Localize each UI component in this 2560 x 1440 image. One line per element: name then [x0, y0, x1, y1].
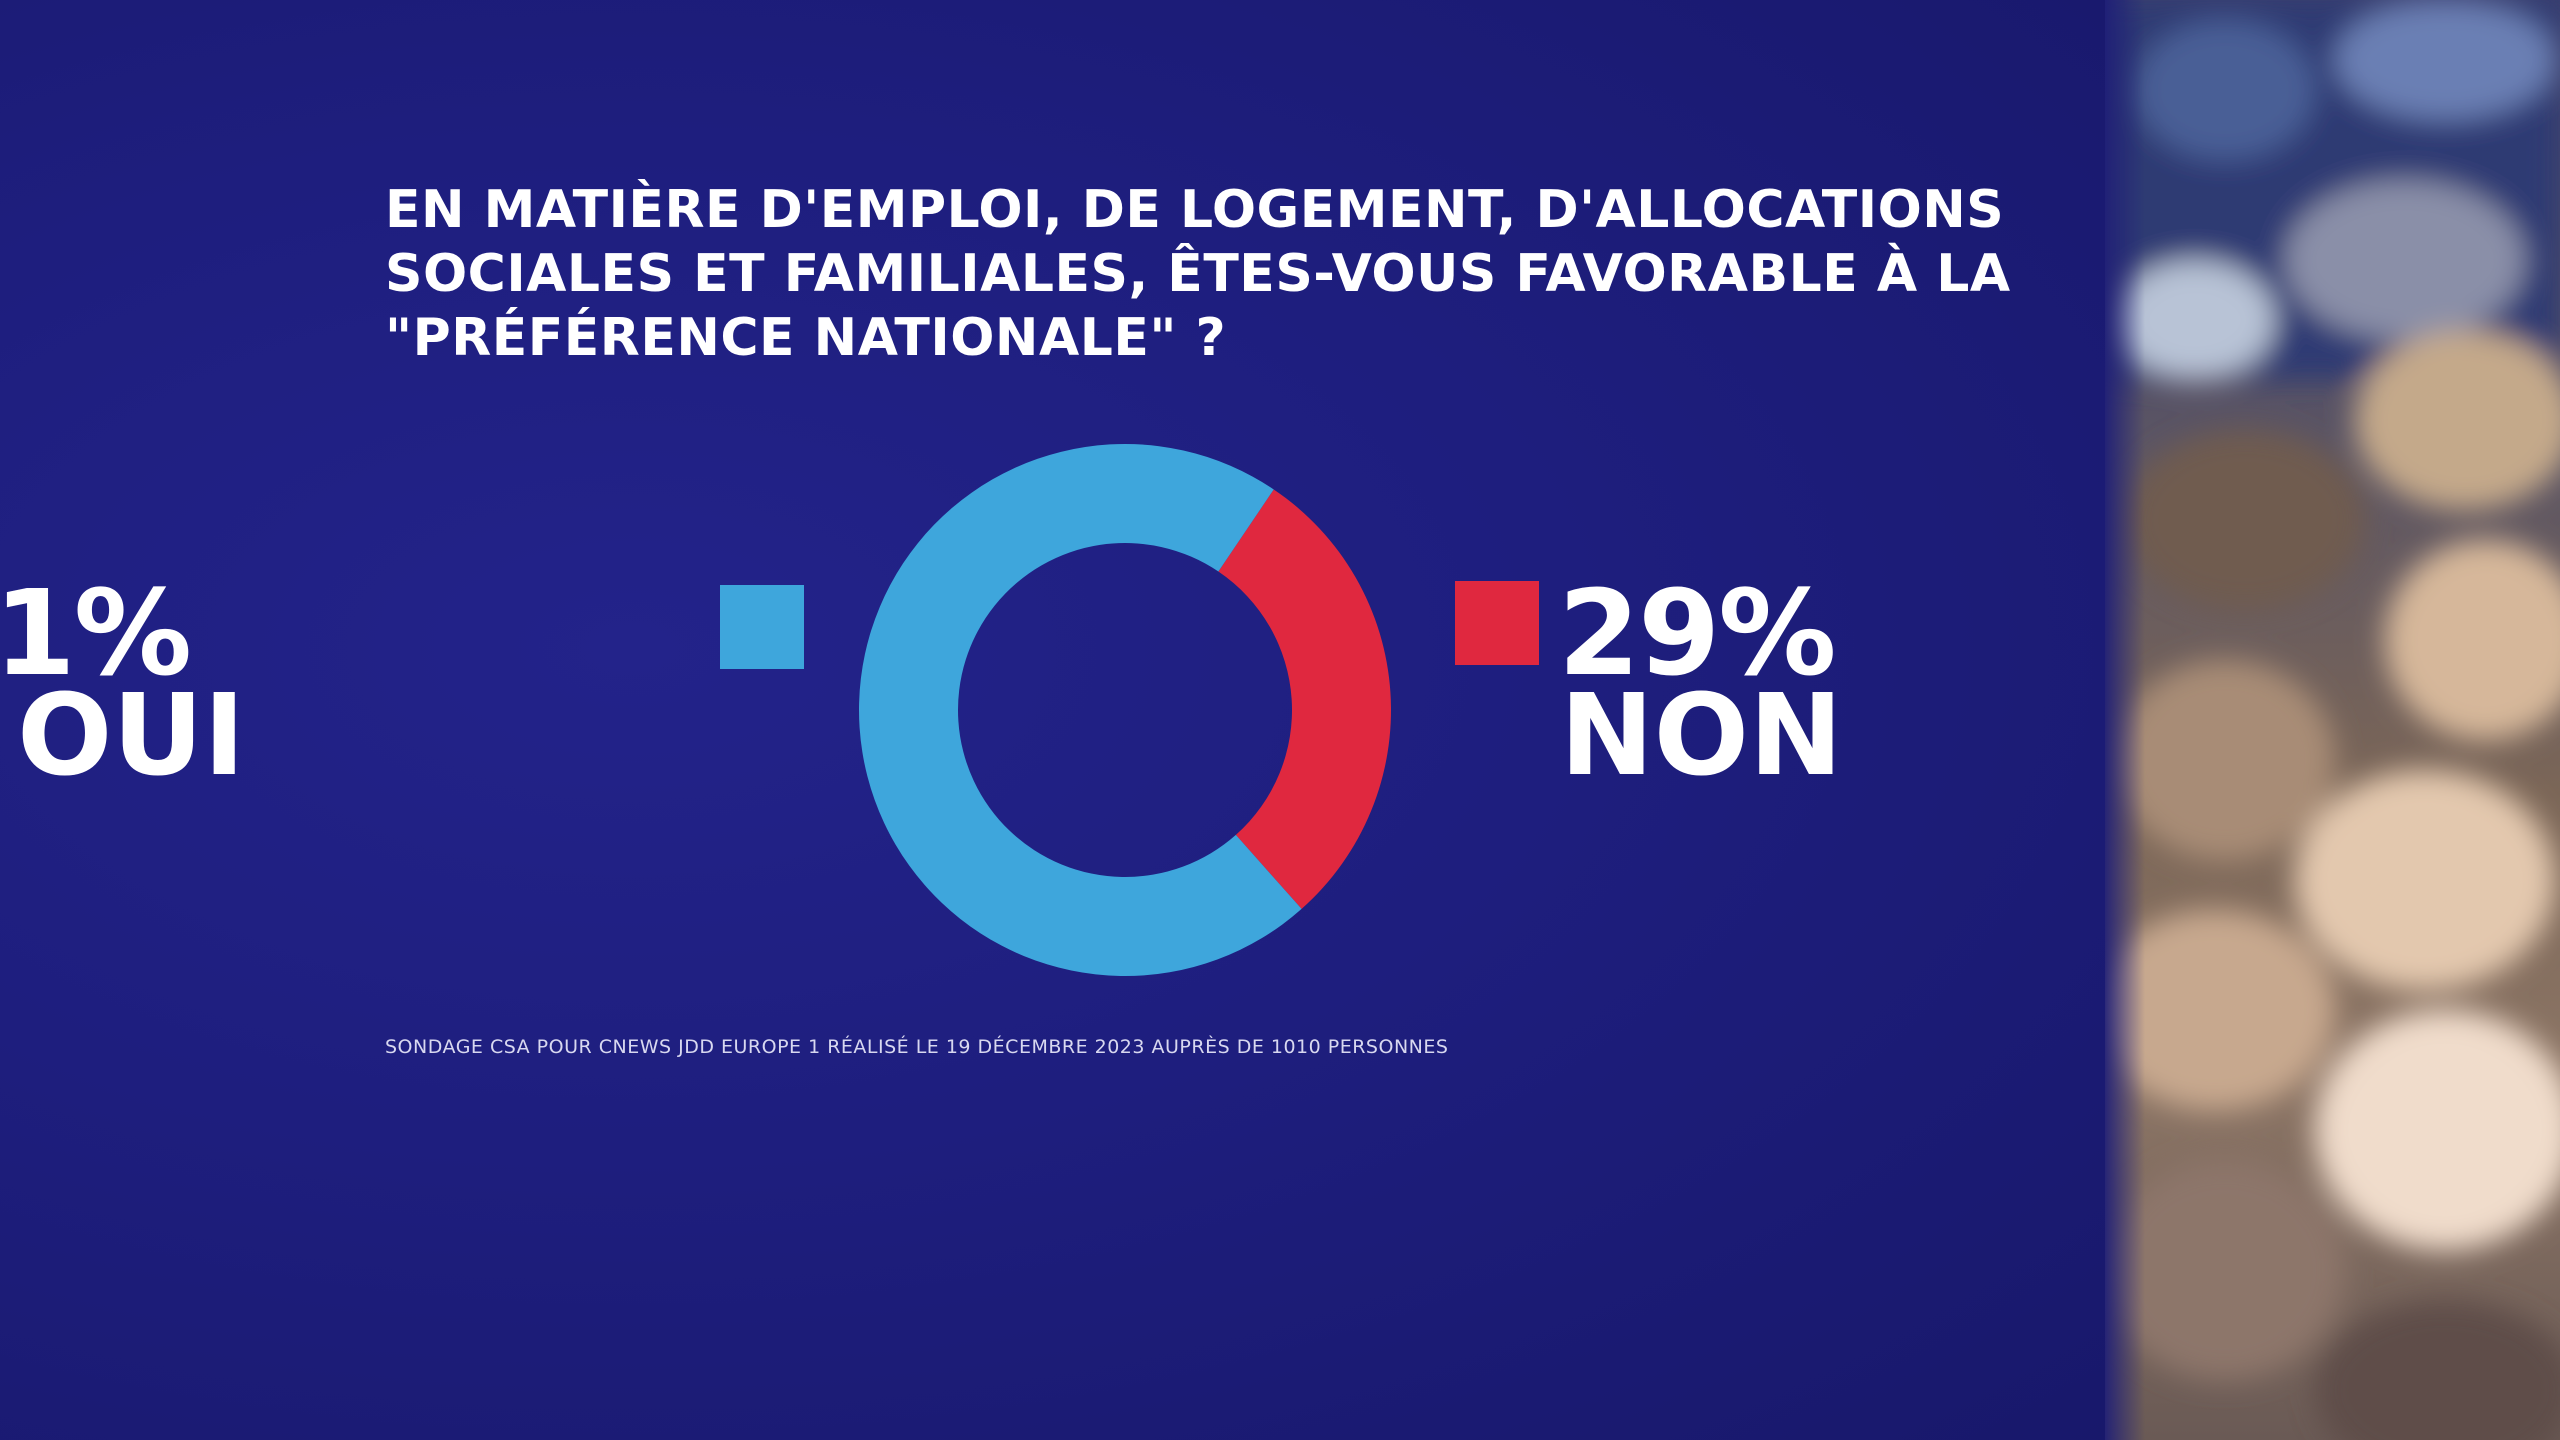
- oui-answer-label: OUI: [17, 671, 245, 801]
- question-line-2: SOCIALES ET FAMILIALES, ÊTES-VOUS FAVORA…: [385, 244, 2011, 304]
- question-line-1: EN MATIÈRE D'EMPLOI, DE LOGEMENT, D'ALLO…: [385, 180, 2005, 240]
- question-line-3: "PRÉFÉRENCE NATIONALE" ?: [385, 308, 1227, 368]
- crowd-photo-blur: [2105, 0, 2560, 1440]
- oui-legend-swatch: [720, 585, 804, 669]
- donut-slice-oui: [859, 444, 1302, 977]
- source-footnote: SONDAGE CSA POUR CNEWS JDD EUROPE 1 RÉAL…: [385, 1036, 1449, 1058]
- non-percent-label: 29%: [1558, 564, 1836, 702]
- crowd-photo: [2105, 0, 2560, 1440]
- photo-edge-fade: [2105, 0, 2145, 1440]
- donut-slices: [859, 444, 1391, 977]
- question-title: EN MATIÈRE D'EMPLOI, DE LOGEMENT, D'ALLO…: [385, 178, 2025, 370]
- chart-panel: EN MATIÈRE D'EMPLOI, DE LOGEMENT, D'ALLO…: [0, 0, 2105, 1440]
- oui-percent-label: 71%: [0, 564, 192, 702]
- non-legend-swatch: [1455, 581, 1539, 665]
- non-answer-label: NON: [1560, 671, 1843, 801]
- donut-chart: [859, 444, 1391, 977]
- donut-slice-non: [1218, 489, 1391, 909]
